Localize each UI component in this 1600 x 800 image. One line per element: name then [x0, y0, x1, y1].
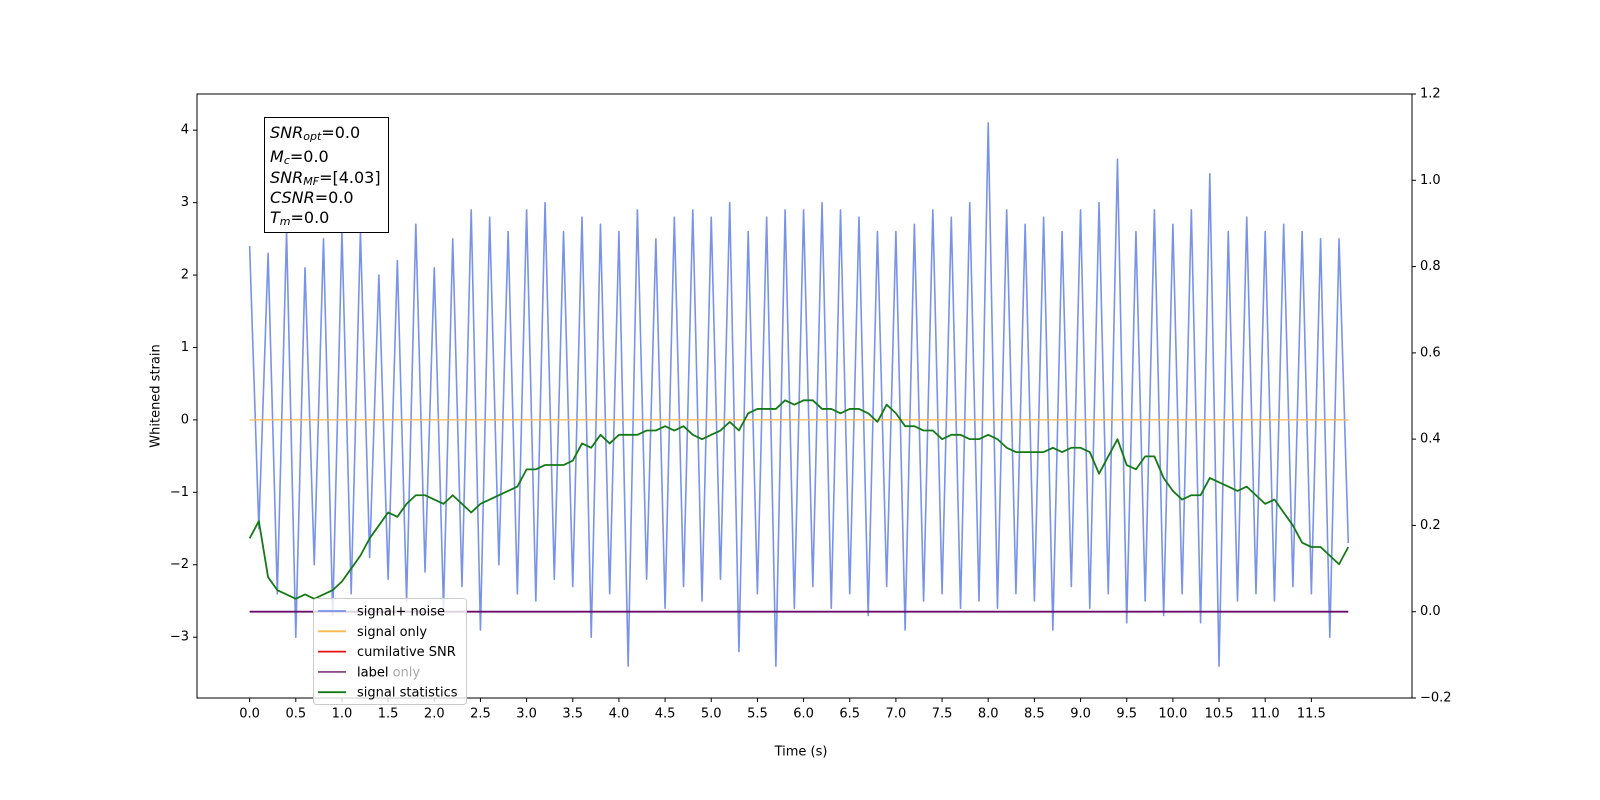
annotation-name: T: [270, 208, 281, 227]
plot-frame: [196, 93, 1413, 699]
legend-label: label only: [357, 665, 420, 680]
x-tick-label: 6.5: [839, 707, 860, 722]
annotation-line: CSNR=0.0: [270, 188, 354, 207]
legend-label: signal statistics: [357, 686, 458, 701]
x-tick-label: 5.5: [747, 707, 768, 722]
annotation-value: =[4.03]: [319, 168, 381, 187]
annotation-line: SNRopt=0.0: [270, 123, 360, 144]
annotation-name: SNR: [270, 123, 303, 142]
legend-box: [313, 598, 467, 705]
legend-label: cumilative SNR: [357, 645, 456, 660]
series-line: [248, 399, 1350, 600]
x-tick-label: 9.0: [1070, 707, 1091, 722]
x-tick-label: 0.5: [285, 707, 306, 722]
y2-tick-label: 0.0: [1420, 604, 1441, 619]
legend-label: label: [357, 665, 388, 680]
y-tick-label: 1: [181, 340, 189, 355]
y2-tick-label: 0.8: [1420, 259, 1441, 274]
x-tick-label: 11.0: [1251, 707, 1280, 722]
x-tick-label: 4.0: [609, 707, 630, 722]
x-tick-label: 7.5: [932, 707, 953, 722]
y2-tick-label: −0.2: [1420, 691, 1452, 706]
x-tick-label: 10.5: [1205, 707, 1234, 722]
y-tick-label: 2: [181, 268, 189, 283]
x-tick-label: 10.0: [1158, 707, 1187, 722]
y2-tick-label: 0.2: [1420, 518, 1441, 533]
annotation-sub: m: [280, 215, 291, 228]
x-tick-label: 6.0: [793, 707, 814, 722]
x-tick-label: 3.5: [562, 707, 583, 722]
annotation-sub: opt: [303, 130, 322, 143]
x-tick-label: 1.5: [378, 707, 399, 722]
annotation-line: Mc=0.0: [270, 147, 329, 168]
x-tick-label: 7.0: [886, 707, 907, 722]
annotation-sub: c: [284, 154, 290, 167]
x-tick-label: 11.5: [1297, 707, 1326, 722]
x-tick-label: 5.0: [701, 707, 722, 722]
y2-tick-label: 0.6: [1420, 345, 1441, 360]
x-tick-label: 8.0: [978, 707, 999, 722]
x-tick-label: 9.5: [1116, 707, 1137, 722]
x-axis-label: Time (s): [774, 745, 828, 760]
y2-tick-label: 1.2: [1420, 87, 1441, 102]
x-tick-label: 3.0: [516, 707, 537, 722]
x-tick-label: 8.5: [1024, 707, 1045, 722]
annotation-value: =0.0: [290, 147, 329, 166]
legend-label: signal+ noise: [357, 605, 445, 620]
y2-tick-label: 0.4: [1420, 432, 1441, 447]
series-line: [248, 122, 1350, 667]
x-tick-label: 2.0: [424, 707, 445, 722]
y-axis-label: Whitened strain: [149, 344, 164, 447]
annotation-name: SNR: [270, 168, 303, 187]
x-tick-label: 4.5: [655, 707, 676, 722]
y-tick-label: 0: [181, 412, 189, 427]
y-tick-label: 3: [181, 195, 189, 210]
x-tick-label: 0.0: [239, 707, 260, 722]
y-tick-label: −3: [170, 630, 189, 645]
annotation-value: =0.0: [315, 188, 354, 207]
y2-tick-label: 1.0: [1420, 173, 1441, 188]
x-tick-label: 1.0: [332, 707, 353, 722]
y-tick-label: −1: [170, 485, 189, 500]
x-tick-label: 2.5: [470, 707, 491, 722]
annotation-line: SNRMF=[4.03]: [270, 168, 381, 189]
y-tick-label: −2: [170, 557, 189, 572]
annotation-value: =0.0: [321, 123, 360, 142]
annotation-box: [264, 117, 389, 233]
annotation-name: CSNR: [270, 188, 315, 207]
annotation-sub: MF: [303, 175, 319, 188]
legend-label: signal only: [357, 625, 427, 640]
annotation-line: Tm=0.0: [270, 208, 329, 229]
annotation-name: M: [270, 147, 284, 166]
annotation-value: =0.0: [291, 208, 330, 227]
y-tick-label: 4: [181, 123, 189, 138]
